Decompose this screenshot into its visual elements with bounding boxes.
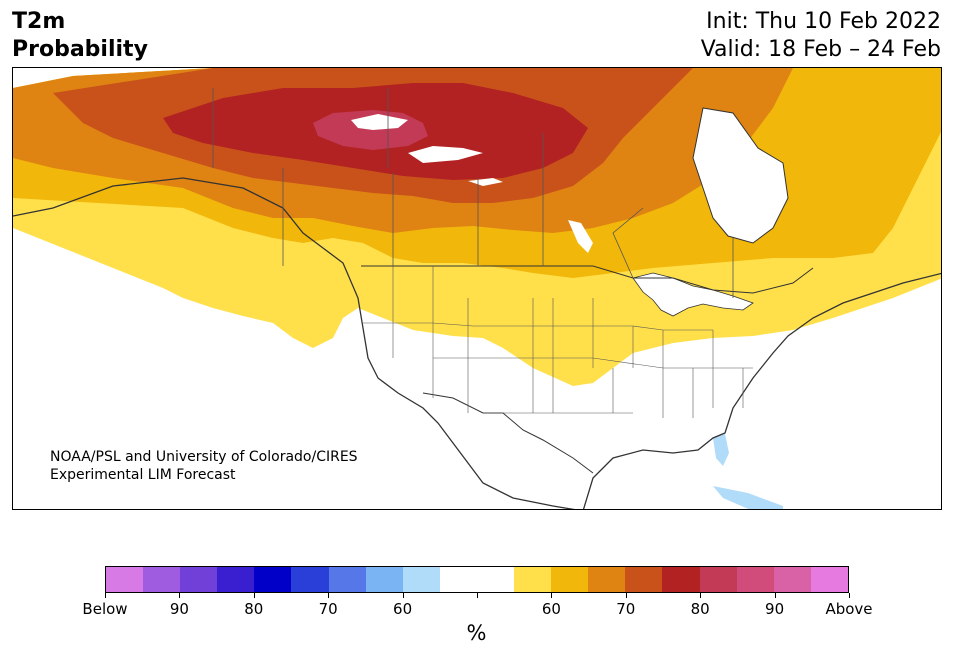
colorbar-tick-label: 60 (393, 600, 413, 618)
us-canada-border (361, 265, 814, 294)
colorbar-swatch (106, 567, 144, 592)
colorbar-tick-label: 70 (318, 600, 338, 618)
lake-athabasca (468, 178, 503, 186)
us-mexico-border (422, 392, 594, 474)
colorbar-unit: % (466, 621, 487, 645)
colorbar-swatch (514, 567, 552, 592)
colorbar-ticks: Below 90 80 70 60 60 70 80 90 Above (82, 593, 873, 618)
colorbar-tick (849, 593, 850, 598)
credit-text: NOAA/PSL and University of Colorado/CIRE… (50, 448, 358, 484)
coastline-gulf (582, 272, 941, 509)
credit-line-2: Experimental LIM Forecast (50, 467, 236, 483)
colorbar-tick (328, 593, 330, 598)
colorbar-tick-label: 80 (690, 600, 710, 618)
lake-winnipeg (568, 220, 593, 253)
forecast-dates: Init: Thu 10 Feb 2022 Valid: 18 Feb – 24… (701, 8, 941, 64)
colorbar-tick-label: 90 (169, 600, 189, 618)
map-canvas (13, 68, 941, 509)
colorbar-tick (774, 593, 776, 598)
colorbar-swatch (328, 567, 366, 592)
colorbar-swatch (699, 567, 737, 592)
coastline-west (13, 177, 575, 509)
colorbar-tick-label: 60 (541, 600, 561, 618)
colorbar-swatch (551, 567, 589, 592)
map-title: T2m Probability (12, 8, 148, 64)
region-below-60-cuba (713, 486, 783, 509)
colorbar-swatch (736, 567, 774, 592)
colorbar-swatch (365, 567, 403, 592)
great-slave-lake (408, 146, 483, 163)
colorbar (105, 566, 849, 593)
colorbar-swatch (773, 567, 811, 592)
colorbar-swatch (662, 567, 700, 592)
credit-line-1: NOAA/PSL and University of Colorado/CIRE… (50, 449, 358, 465)
colorbar-swatch (180, 567, 218, 592)
colorbar-swatch (254, 567, 292, 592)
colorbar-tick (402, 593, 404, 598)
colorbar-tick (179, 593, 181, 598)
state-lines (363, 266, 753, 418)
colorbar-tick (105, 593, 106, 598)
colorbar-swatch (143, 567, 181, 592)
colorbar-swatch (810, 567, 848, 592)
colorbar-tick (700, 593, 702, 598)
colorbar-swatch (625, 567, 663, 592)
colorbar-tick (551, 593, 553, 598)
colorbar-tick-label: Below (82, 600, 128, 618)
title-line-2: Probability (12, 37, 148, 62)
colorbar-swatch (476, 567, 515, 592)
hudson-bay (692, 107, 789, 244)
colorbar-tick (477, 593, 478, 598)
colorbar-tick-label: 70 (616, 600, 636, 618)
colorbar-tick-label: 90 (765, 600, 785, 618)
title-line-1: T2m (12, 9, 66, 34)
region-below-60-florida (713, 434, 729, 466)
init-date: Init: Thu 10 Feb 2022 (706, 9, 941, 34)
colorbar-swatch (588, 567, 626, 592)
colorbar-swatch (402, 567, 440, 592)
colorbar-swatch (291, 567, 329, 592)
great-lakes (632, 272, 754, 317)
colorbar-tick (253, 593, 255, 598)
colorbar-tick-label: 80 (244, 600, 264, 618)
valid-range: Valid: 18 Feb – 24 Feb (700, 37, 941, 62)
province-lines (212, 88, 734, 298)
colorbar-swatch (439, 567, 477, 592)
colorbar-tick (625, 593, 627, 598)
probability-map: NOAA/PSL and University of Colorado/CIRE… (12, 67, 942, 510)
colorbar-tick-label: Above (825, 600, 873, 618)
great-bear-lake (351, 114, 408, 130)
colorbar-swatch (217, 567, 255, 592)
